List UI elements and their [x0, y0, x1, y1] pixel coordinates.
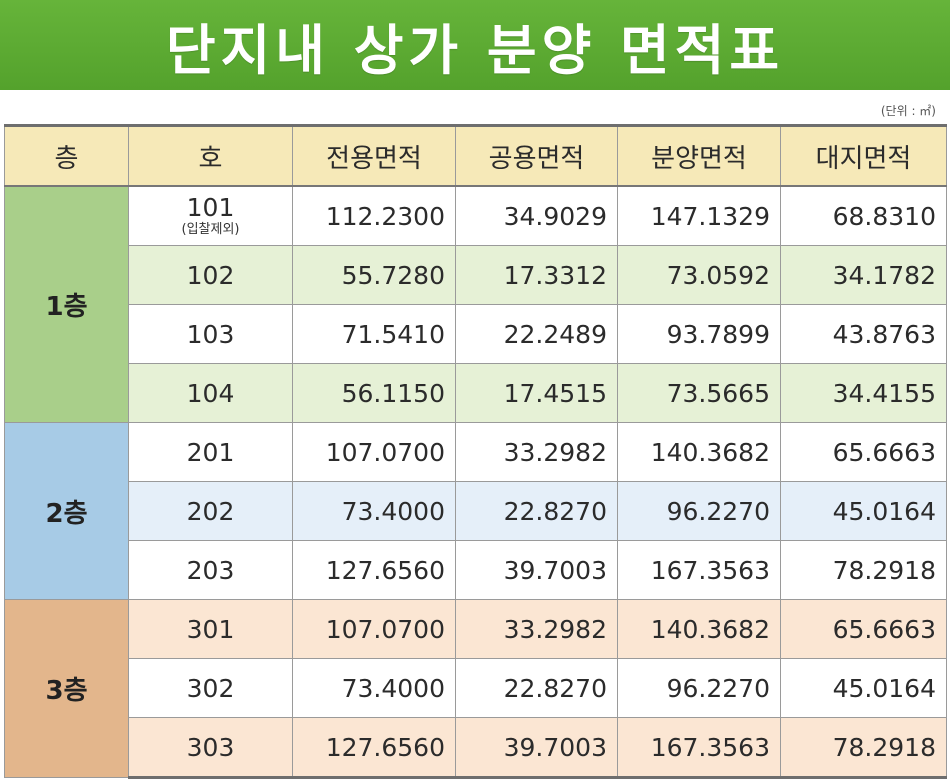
table-row: 1층 101 (입찰제외) 112.2300 34.9029 147.1329 … [4, 185, 947, 423]
exclusive-area-cell: 71.5410 [292, 304, 456, 364]
header-row: 층 호 전용면적 공용면적 분양면적 대지면적 [4, 124, 947, 187]
common-area-cell: 17.3312 [455, 245, 618, 305]
unit-number-cell: 201 [128, 422, 293, 482]
header-common-area: 공용면적 [455, 124, 618, 187]
exclusive-area-cell: 127.6560 [292, 717, 456, 779]
unit-note: (입찰제외) [181, 222, 240, 237]
exclusive-area-cell: 107.0700 [292, 422, 456, 482]
sale-area-cell: 96.2270 [617, 658, 781, 718]
floor-label-1: 1층 [4, 185, 129, 423]
common-area-cell: 22.8270 [455, 658, 618, 718]
unit-number-cell: 103 [128, 304, 293, 364]
exclusive-area-cell: 127.6560 [292, 540, 456, 600]
land-area-cell: 65.6663 [780, 599, 947, 659]
land-area-cell: 65.6663 [780, 422, 947, 482]
table-row: 302 73.4000 22.8270 96.2270 45.0164 [5, 658, 947, 718]
common-area-cell: 34.9029 [455, 185, 618, 246]
table-row: 202 73.4000 22.8270 96.2270 45.0164 [5, 481, 947, 541]
floor-label-2: 2층 [4, 422, 129, 600]
unit-number-cell: 301 [128, 599, 293, 659]
header-sale-area: 분양면적 [617, 124, 781, 187]
header-floor: 층 [4, 124, 129, 187]
exclusive-area-cell: 107.0700 [292, 599, 456, 659]
header-exclusive-area: 전용면적 [292, 124, 456, 187]
table-row: 203 127.6560 39.7003 167.3563 78.2918 [5, 540, 947, 600]
sale-area-cell: 167.3563 [617, 717, 781, 779]
exclusive-area-cell: 73.4000 [292, 658, 456, 718]
area-table: 층 호 전용면적 공용면적 분양면적 대지면적 1층 101 (입찰제외) 11… [4, 124, 947, 779]
land-area-cell: 78.2918 [780, 717, 947, 779]
land-area-cell: 68.8310 [780, 185, 947, 246]
page-title: 단지내 상가 분양 면적표 [165, 18, 785, 82]
common-area-cell: 22.2489 [455, 304, 618, 364]
floor-label-3: 3층 [4, 599, 129, 778]
unit-number-cell: 101 (입찰제외) [128, 185, 293, 246]
unit-number-cell: 302 [128, 658, 293, 718]
unit-number-cell: 303 [128, 717, 293, 779]
land-area-cell: 34.4155 [780, 363, 947, 423]
table-row: 3층 301 107.0700 33.2982 140.3682 65.6663 [4, 599, 947, 778]
table-row: 303 127.6560 39.7003 167.3563 78.2918 [5, 717, 947, 779]
unit-number-cell: 102 [128, 245, 293, 305]
land-area-cell: 34.1782 [780, 245, 947, 305]
header-unit: 호 [128, 124, 293, 187]
table-row: 103 71.5410 22.2489 93.7899 43.8763 [5, 304, 947, 364]
table-row: 104 56.1150 17.4515 73.5665 34.4155 [5, 363, 947, 423]
sale-area-cell: 140.3682 [617, 599, 781, 659]
land-area-cell: 45.0164 [780, 481, 947, 541]
sale-area-cell: 140.3682 [617, 422, 781, 482]
common-area-cell: 39.7003 [455, 540, 618, 600]
unit-number-cell: 203 [128, 540, 293, 600]
table-row: 2층 201 107.0700 33.2982 140.3682 65.6663 [4, 422, 947, 600]
common-area-cell: 39.7003 [455, 717, 618, 779]
exclusive-area-cell: 73.4000 [292, 481, 456, 541]
exclusive-area-cell: 112.2300 [292, 185, 456, 246]
sale-area-cell: 93.7899 [617, 304, 781, 364]
title-banner: 단지내 상가 분양 면적표 [0, 0, 950, 90]
unit-number-cell: 104 [128, 363, 293, 423]
land-area-cell: 45.0164 [780, 658, 947, 718]
sale-area-cell: 73.5665 [617, 363, 781, 423]
common-area-cell: 22.8270 [455, 481, 618, 541]
exclusive-area-cell: 56.1150 [292, 363, 456, 423]
land-area-cell: 43.8763 [780, 304, 947, 364]
unit-number: 101 [186, 193, 235, 222]
table-row: 102 55.7280 17.3312 73.0592 34.1782 [5, 245, 947, 305]
exclusive-area-cell: 55.7280 [292, 245, 456, 305]
common-area-cell: 33.2982 [455, 599, 618, 659]
common-area-cell: 17.4515 [455, 363, 618, 423]
land-area-cell: 78.2918 [780, 540, 947, 600]
unit-label: (단위 : ㎡) [880, 104, 936, 118]
sale-area-cell: 73.0592 [617, 245, 781, 305]
sale-area-cell: 96.2270 [617, 481, 781, 541]
sale-area-cell: 147.1329 [617, 185, 781, 246]
header-land-area: 대지면적 [780, 124, 947, 187]
unit-number-cell: 202 [128, 481, 293, 541]
common-area-cell: 33.2982 [455, 422, 618, 482]
sale-area-cell: 167.3563 [617, 540, 781, 600]
